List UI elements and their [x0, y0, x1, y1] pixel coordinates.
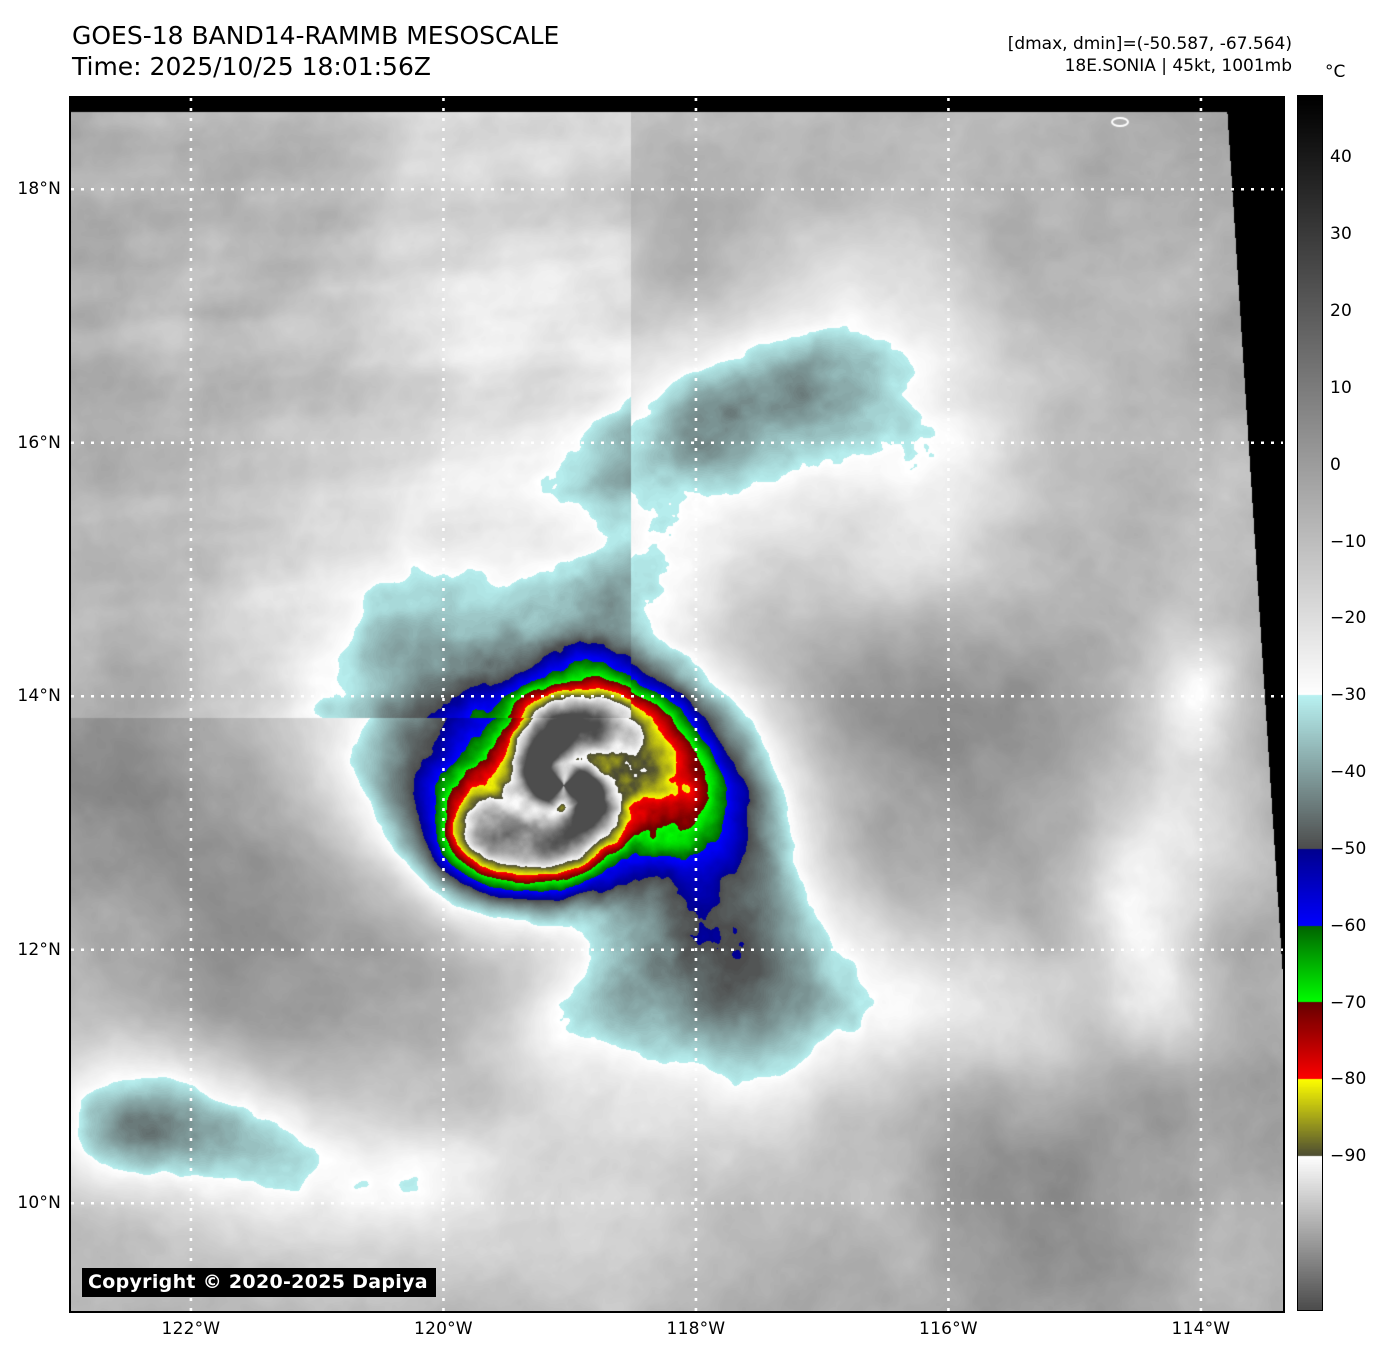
colorbar-tick-label: 0 — [1330, 454, 1342, 475]
colorbar-tick-label: 10 — [1330, 377, 1353, 398]
colorbar-tick-label: 20 — [1330, 301, 1353, 322]
longitude-tick-label: 116°W — [919, 1319, 978, 1339]
longitude-tick-label: 118°W — [666, 1319, 726, 1339]
colorbar-tick-label: −10 — [1330, 531, 1367, 552]
latitude-tick-label: 14°N — [17, 686, 61, 707]
colorbar-tick-label: −70 — [1330, 992, 1367, 1013]
satellite-image-panel[interactable]: Copyright © 2020-2025 Dapiya — [69, 96, 1285, 1313]
storm-info-label: 18E.SONIA | 45kt, 1001mb — [1064, 56, 1292, 76]
dminmax-label: [dmax, dmin]=(-50.587, -67.564) — [1007, 34, 1292, 54]
latitude-tick-label: 10°N — [17, 1193, 61, 1214]
latitude-tick-label: 18°N — [17, 179, 61, 200]
page-title: GOES-18 BAND14-RAMMB MESOSCALE — [72, 21, 560, 50]
longitude-tick-label: 120°W — [414, 1319, 473, 1339]
longitude-tick-label: 122°W — [161, 1319, 221, 1339]
longitude-tick-label: 114°W — [1171, 1319, 1231, 1339]
title-block: GOES-18 BAND14-RAMMB MESOSCALE Time: 202… — [72, 20, 559, 82]
lat-lon-gridlines — [71, 98, 1283, 1311]
colorbar-tick-label: −20 — [1330, 608, 1367, 629]
colorbar[interactable] — [1297, 95, 1323, 1311]
colorbar-unit-label: °C — [1325, 62, 1346, 82]
latitude-tick-label: 12°N — [17, 939, 61, 960]
colorbar-tick-label: −60 — [1330, 915, 1367, 936]
colorbar-tick-label: −30 — [1330, 685, 1367, 706]
colorbar-tick-label: −90 — [1330, 1146, 1367, 1167]
timestamp-label: Time: 2025/10/25 18:01:56Z — [72, 52, 431, 81]
colorbar-tick-label: 30 — [1330, 224, 1353, 245]
metadata-block: [dmax, dmin]=(-50.587, -67.564) 18E.SONI… — [1008, 33, 1292, 77]
colorbar-tick-label: −80 — [1330, 1069, 1367, 1090]
colorbar-tick-label: −50 — [1330, 838, 1367, 859]
colorbar-gradient — [1298, 96, 1322, 1310]
latitude-tick-label: 16°N — [17, 432, 61, 453]
colorbar-tick-label: 40 — [1330, 147, 1353, 168]
satellite-infrared-image — [71, 98, 1283, 1311]
copyright-label: Copyright © 2020-2025 Dapiya — [82, 1268, 436, 1297]
colorbar-tick-label: −40 — [1330, 762, 1367, 783]
